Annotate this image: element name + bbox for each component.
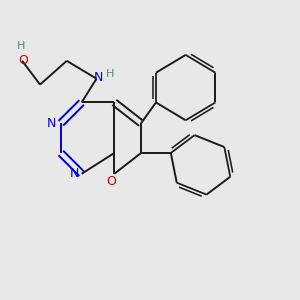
Text: N: N [93,71,103,84]
Text: H: H [16,41,25,51]
Text: H: H [106,69,114,79]
Text: O: O [106,175,116,188]
Text: N: N [47,117,57,130]
Text: O: O [19,54,28,67]
Text: N: N [70,167,79,180]
